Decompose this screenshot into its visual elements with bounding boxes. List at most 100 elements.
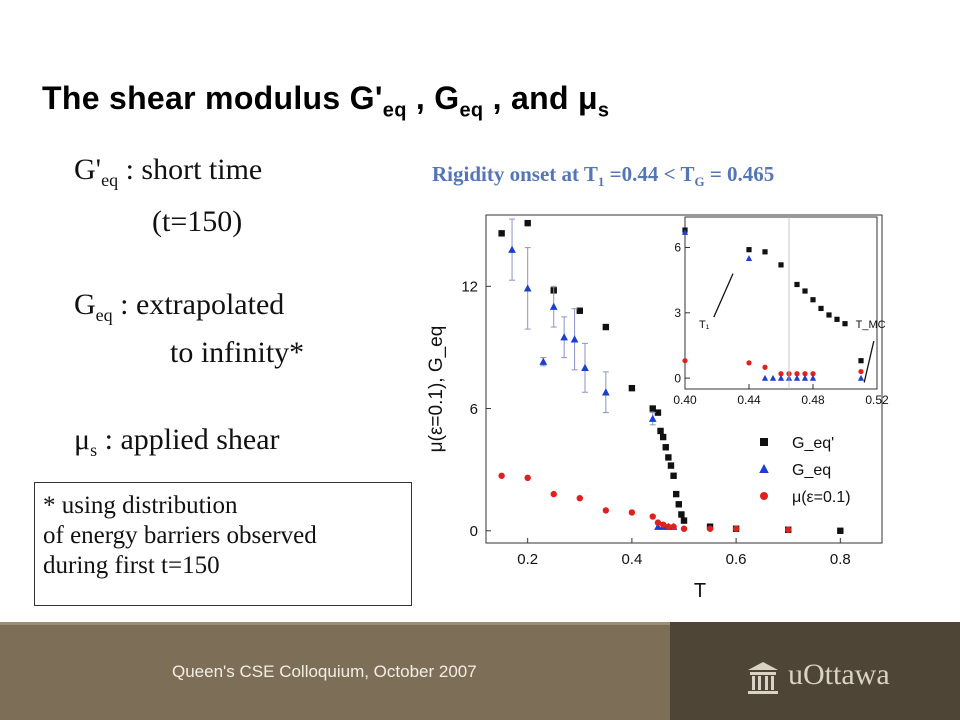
inset-y-tick-label: 0 <box>674 371 681 385</box>
inset-point-triangle <box>761 374 769 381</box>
t1-label: T₁ <box>699 319 710 331</box>
main-point-circle <box>576 494 583 502</box>
uottawa-logo-text: uOttawa <box>788 658 890 691</box>
main-point-circle <box>654 519 662 526</box>
inset-point-triangle <box>769 374 777 381</box>
main-point-square <box>675 501 682 508</box>
tmc-label: T_MC <box>856 319 886 331</box>
note-line-2: of energy barriers observed <box>43 522 317 549</box>
main-point-square <box>659 433 667 441</box>
inset-frame <box>684 216 878 390</box>
inset-y-tick-label: 3 <box>674 306 681 320</box>
main-point-triangle <box>654 522 662 530</box>
inset-point-square <box>802 288 808 294</box>
main-point-triangle <box>581 363 589 371</box>
inset-point-circle <box>682 358 688 364</box>
inset-point-circle <box>802 371 808 377</box>
legend: G_eq' G_eq μ(ε=0.1) <box>759 435 851 506</box>
main-x-tick-label: 0.4 <box>621 551 642 568</box>
shear-modulus-chart: 0.2 0.4 0.6 0.8 0 6 12 Tμ(ε=0.1), G_eq 0.40 0.44… <box>426 214 889 602</box>
main-point-circle <box>649 513 656 520</box>
tmc-arrow <box>863 340 875 383</box>
footer-text: Queen's CSE Colloquium, October 2007 <box>172 662 477 681</box>
def-mu-s: μs : applied shear <box>74 423 280 460</box>
inset-point-triangle <box>793 374 801 381</box>
inset-point-circle <box>778 371 784 377</box>
inset-x-tick-label: 0.48 <box>801 393 825 407</box>
footer-logo-panel: uOttawa <box>670 622 960 720</box>
main-point-triangle <box>539 357 548 365</box>
note-line-3: during first t=150 <box>43 552 220 579</box>
main-point-square <box>576 307 583 314</box>
def-g-eq: Geq : extrapolated <box>74 288 285 325</box>
legend-label: μ(ε=0.1) <box>792 489 851 506</box>
main-point-square <box>628 384 636 392</box>
main-x-tick-label: 0.6 <box>726 551 747 568</box>
slide-title: The shear modulus G'eq , Geq , and μs <box>42 80 610 122</box>
main-point-triangle <box>648 414 657 422</box>
main-x-tick-label: 0.2 <box>517 551 538 568</box>
def-g-prime: G'eq : short time <box>74 153 263 190</box>
legend-marker-circle <box>760 492 768 500</box>
main-point-circle <box>670 523 677 530</box>
inset-point-triangle <box>801 374 809 381</box>
inset-point-square <box>762 249 768 255</box>
inset-point-square <box>778 262 784 268</box>
inset-point-triangle <box>857 374 865 381</box>
main-y-tick-label: 0 <box>470 523 478 540</box>
main-point-circle <box>665 523 672 530</box>
y-axis-label: μ(ε=0.1), G_eq <box>426 326 447 453</box>
inset-point-circle <box>794 371 800 377</box>
main-point-circle <box>602 507 610 514</box>
main-point-circle <box>732 525 740 532</box>
main-point-circle <box>550 490 557 498</box>
main-point-circle <box>498 472 505 479</box>
footer-divider <box>0 622 670 625</box>
inset-x-tick-label: 0.52 <box>865 393 889 407</box>
main-point-square <box>602 323 610 331</box>
legend-marker-square <box>760 438 768 446</box>
inset-point-square <box>858 358 864 364</box>
inset-point-square <box>826 312 832 318</box>
main-point-square <box>649 405 656 412</box>
legend-marker-triangle <box>759 464 769 473</box>
main-point-circle <box>628 509 636 516</box>
note-box: * using distribution of energy barriers … <box>34 482 412 606</box>
inset-x-tick-label: 0.40 <box>673 393 697 407</box>
note-line-1: * using distribution <box>43 492 238 519</box>
inset-point-square <box>810 297 816 303</box>
main-point-triangle <box>523 284 532 292</box>
inset-x-tick-label: 0.44 <box>737 393 761 407</box>
inset-point-square <box>794 281 800 288</box>
uottawa-building-icon <box>748 662 778 694</box>
inset-point-square <box>834 316 840 322</box>
main-point-triangle <box>508 245 516 253</box>
main-point-circle <box>680 525 688 532</box>
main-point-triangle <box>602 388 610 396</box>
main-point-square <box>837 527 844 534</box>
main-point-square <box>678 511 685 518</box>
main-point-square <box>657 427 664 435</box>
inset-y-tick-label: 6 <box>674 241 681 255</box>
inset-plot: 0.40 0.44 0.48 0.52 0 3 6 T₁ T_MC <box>673 216 889 407</box>
main-point-square <box>654 409 662 416</box>
inset-point-circle <box>746 360 752 366</box>
main-point-square <box>670 472 677 479</box>
rigidity-caption: Rigidity onset at T1 =0.44 < TG = 0.465 <box>432 162 775 190</box>
footer-bar: Queen's CSE Colloquium, October 2007 uOt… <box>0 622 960 720</box>
inset-point-circle <box>858 368 864 375</box>
t1-arrow <box>713 273 734 318</box>
main-y-tick-label: 12 <box>461 279 478 296</box>
def-g-prime-cont: (t=150) <box>152 205 243 238</box>
main-y-tick-label: 6 <box>470 401 478 418</box>
main-point-circle <box>785 526 792 533</box>
main-point-square <box>680 517 688 524</box>
inset-point-triangle <box>745 255 753 261</box>
inset-point-triangle <box>777 374 785 381</box>
inset-point-circle <box>810 371 816 377</box>
main-x-tick-label: 0.8 <box>830 551 851 568</box>
main-point-triangle <box>560 333 568 341</box>
main-point-square <box>498 230 505 237</box>
main-point-square <box>524 219 531 227</box>
main-point-circle <box>706 525 714 532</box>
